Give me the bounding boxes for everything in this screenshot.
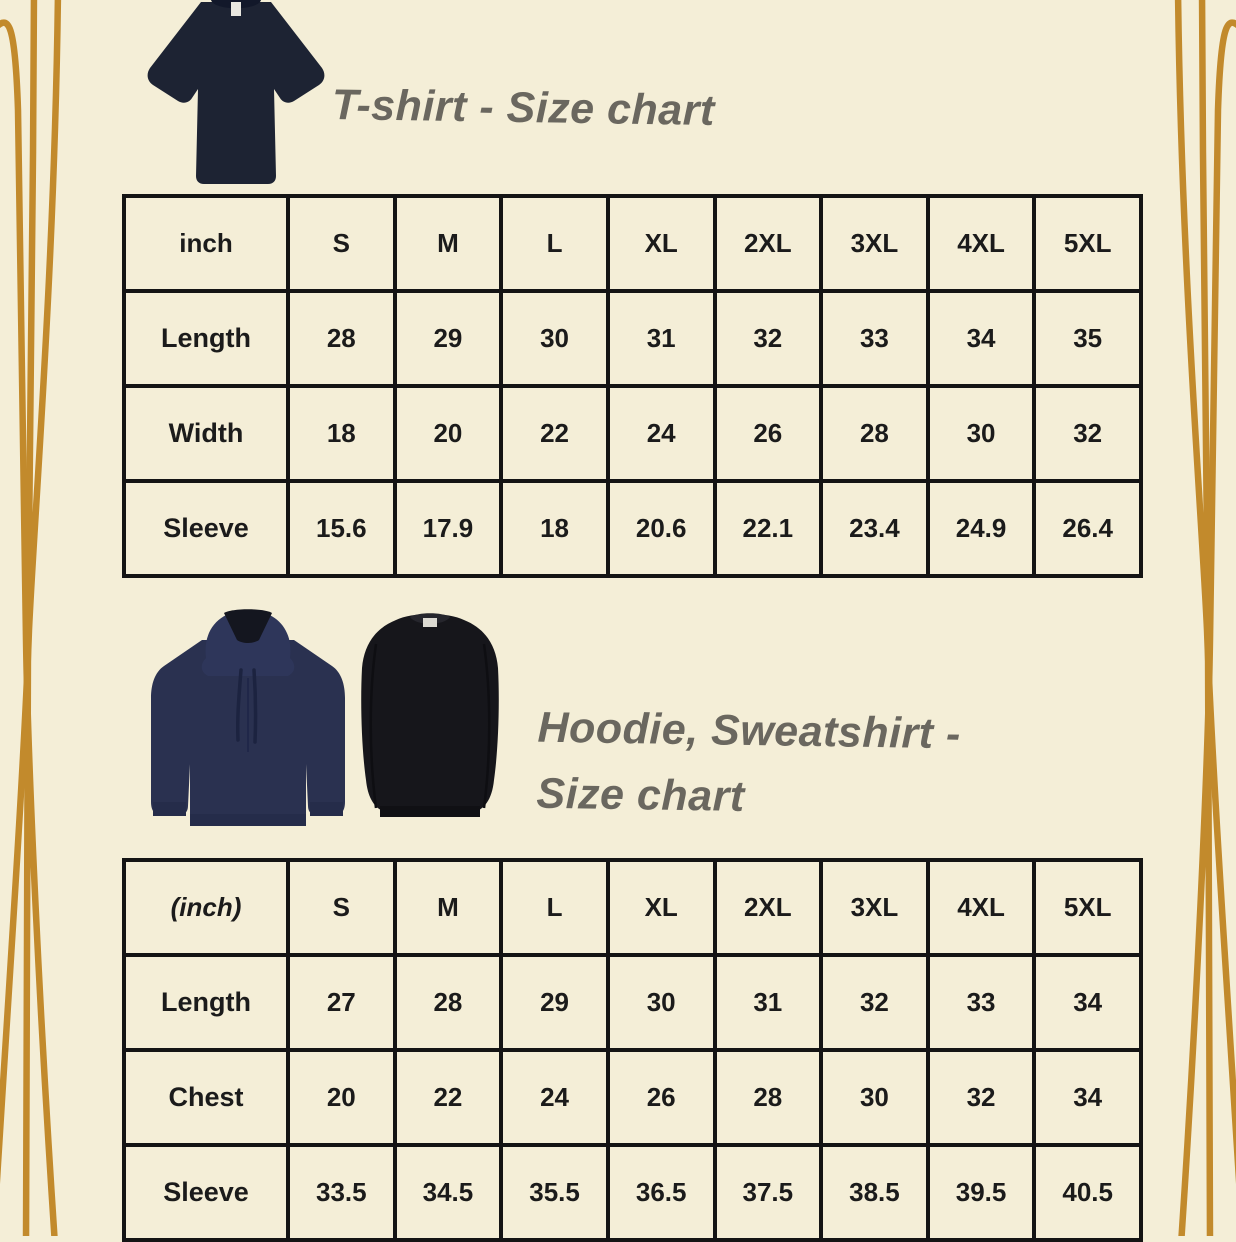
value-cell: 33 — [819, 289, 930, 388]
table-row: Chest 20 22 24 26 28 30 32 34 — [122, 1048, 1143, 1147]
value-cell: 24 — [605, 384, 717, 483]
value-cell: 31 — [712, 953, 824, 1052]
size-header-cell: 5XL — [1032, 194, 1143, 293]
value-cell: 40.5 — [1032, 1143, 1143, 1242]
value-cell: 36.5 — [605, 1143, 717, 1242]
value-cell: 22 — [499, 384, 610, 483]
tshirt-size-table: inch S M L XL 2XL 3XL 4XL 5XL Length 28 … — [122, 194, 1143, 578]
size-header-cell: 5XL — [1032, 858, 1143, 957]
hoodie-image — [151, 609, 345, 826]
hoodie-section-title: Hoodie, Sweatshirt - Size chart — [536, 695, 961, 834]
value-cell: 20 — [286, 1048, 397, 1147]
value-cell: 32 — [925, 1048, 1037, 1147]
sweatshirt-image — [361, 613, 499, 817]
hoodie-title-line1: Hoodie, Sweatshirt - — [537, 703, 962, 759]
table-row: Sleeve 15.6 17.9 18 20.6 22.1 23.4 24.9 … — [122, 479, 1143, 578]
size-header-cell: M — [392, 858, 504, 957]
row-label-cell: Length — [122, 289, 290, 388]
value-cell: 22 — [392, 1048, 504, 1147]
value-cell: 24.9 — [925, 479, 1037, 578]
row-label-cell: Length — [122, 953, 290, 1052]
value-cell: 24 — [499, 1048, 610, 1147]
value-cell: 35.5 — [499, 1143, 610, 1242]
size-header-cell: 4XL — [925, 858, 1037, 957]
value-cell: 20 — [392, 384, 504, 483]
value-cell: 23.4 — [819, 479, 930, 578]
table-header-row: inch S M L XL 2XL 3XL 4XL 5XL — [122, 194, 1143, 293]
size-header-cell: L — [499, 858, 610, 957]
size-header-cell: XL — [605, 858, 717, 957]
value-cell: 30 — [499, 289, 610, 388]
value-cell: 20.6 — [605, 479, 717, 578]
tshirt-section-title: T-shirt - Size chart — [331, 80, 716, 136]
unit-header-cell: (inch) — [122, 858, 290, 957]
value-cell: 26.4 — [1032, 479, 1143, 578]
table-row: Sleeve 33.5 34.5 35.5 36.5 37.5 38.5 39.… — [122, 1143, 1143, 1242]
value-cell: 22.1 — [712, 479, 824, 578]
value-cell: 26 — [605, 1048, 717, 1147]
value-cell: 37.5 — [712, 1143, 824, 1242]
value-cell: 33 — [925, 953, 1037, 1052]
right-accent-lines — [1174, 0, 1236, 1236]
hoodie-size-table: (inch) S M L XL 2XL 3XL 4XL 5XL Length 2… — [122, 858, 1143, 1242]
unit-header-cell: inch — [122, 194, 290, 293]
left-accent-lines — [0, 0, 62, 1236]
value-cell: 35 — [1032, 289, 1143, 388]
value-cell: 34.5 — [392, 1143, 504, 1242]
value-cell: 34 — [925, 289, 1037, 388]
value-cell: 28 — [392, 953, 504, 1052]
size-header-cell: 2XL — [712, 194, 824, 293]
value-cell: 28 — [286, 289, 397, 388]
table-row: Length 27 28 29 30 31 32 33 34 — [122, 953, 1143, 1052]
table-row: Length 28 29 30 31 32 33 34 35 — [122, 289, 1143, 388]
value-cell: 33.5 — [286, 1143, 397, 1242]
value-cell: 28 — [712, 1048, 824, 1147]
row-label-cell: Width — [122, 384, 290, 483]
size-header-cell: XL — [605, 194, 717, 293]
value-cell: 32 — [819, 953, 930, 1052]
value-cell: 38.5 — [819, 1143, 930, 1242]
row-label-cell: Sleeve — [122, 1143, 290, 1242]
size-header-cell: S — [286, 858, 397, 957]
size-header-cell: 2XL — [712, 858, 824, 957]
value-cell: 39.5 — [925, 1143, 1037, 1242]
value-cell: 28 — [819, 384, 930, 483]
value-cell: 34 — [1032, 953, 1143, 1052]
value-cell: 29 — [392, 289, 504, 388]
table-row: Width 18 20 22 24 26 28 30 32 — [122, 384, 1143, 483]
value-cell: 27 — [286, 953, 397, 1052]
value-cell: 32 — [712, 289, 824, 388]
value-cell: 34 — [1032, 1048, 1143, 1147]
size-header-cell: S — [286, 194, 397, 293]
value-cell: 18 — [286, 384, 397, 483]
value-cell: 26 — [712, 384, 824, 483]
size-header-cell: M — [392, 194, 504, 293]
value-cell: 30 — [819, 1048, 930, 1147]
value-cell: 18 — [499, 479, 610, 578]
size-header-cell: 3XL — [819, 194, 930, 293]
size-header-cell: 4XL — [925, 194, 1037, 293]
tshirt-image — [147, 0, 325, 184]
value-cell: 30 — [925, 384, 1037, 483]
size-header-cell: 3XL — [819, 858, 930, 957]
size-header-cell: L — [499, 194, 610, 293]
value-cell: 31 — [605, 289, 717, 388]
value-cell: 15.6 — [286, 479, 397, 578]
value-cell: 29 — [499, 953, 610, 1052]
value-cell: 17.9 — [392, 479, 504, 578]
value-cell: 32 — [1032, 384, 1143, 483]
hoodie-title-line2: Size chart — [536, 769, 745, 821]
row-label-cell: Sleeve — [122, 479, 290, 578]
table-header-row: (inch) S M L XL 2XL 3XL 4XL 5XL — [122, 858, 1143, 957]
value-cell: 30 — [605, 953, 717, 1052]
row-label-cell: Chest — [122, 1048, 290, 1147]
